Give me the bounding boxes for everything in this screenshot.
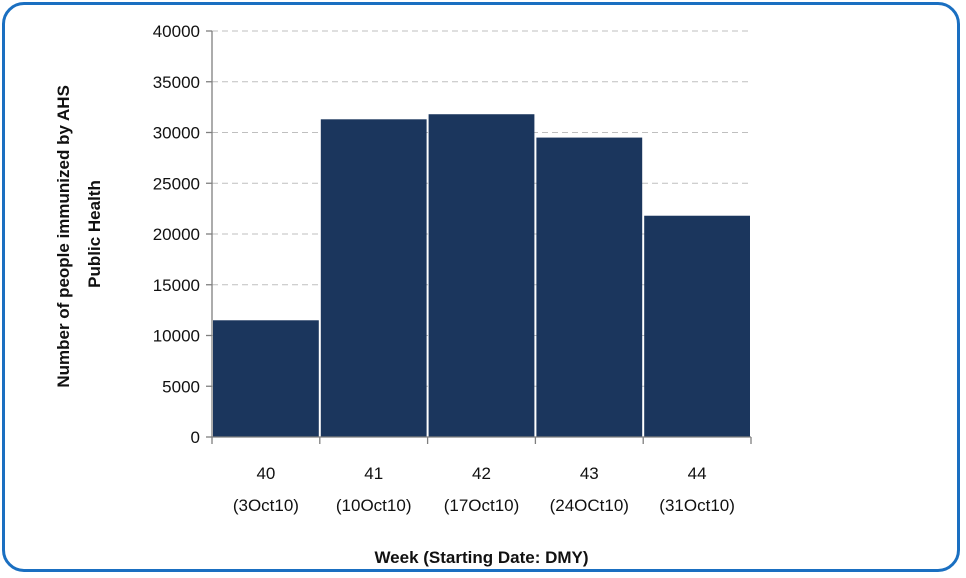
- y-tick-label: 35000: [153, 73, 200, 92]
- y-tick-label: 10000: [153, 327, 200, 346]
- bar-week-41: [320, 119, 427, 438]
- x-tick-label-week: 40: [256, 464, 275, 483]
- x-tick-label-date: (10Oct10): [336, 496, 412, 515]
- y-tick-label: 25000: [153, 174, 200, 193]
- y-axis-title-line-1: Number of people immunized by AHS: [54, 85, 73, 388]
- bars: [213, 114, 750, 438]
- y-tick-label: 30000: [153, 124, 200, 143]
- x-tick-label-date: (17Oct10): [444, 496, 520, 515]
- y-tick-labels: 0 5000 10000 15000 20000 25000 30000 35000 40000: [153, 22, 200, 447]
- y-tick-label: 20000: [153, 225, 200, 244]
- y-axis-title: Number of people immunized by AHS Public…: [54, 80, 104, 387]
- x-tick-label-date: (3Oct10): [233, 496, 299, 515]
- y-tick-label: 15000: [153, 276, 200, 295]
- x-tick-label-date: (31Oct10): [659, 496, 735, 515]
- x-tick-label-week: 42: [472, 464, 491, 483]
- x-axis-title: Week (Starting Date: DMY): [374, 548, 588, 567]
- bar-week-44: [644, 215, 750, 437]
- bar-week-42: [428, 114, 535, 437]
- y-tick-label: 0: [191, 428, 200, 447]
- bar-week-43: [536, 137, 643, 437]
- x-tick-labels: 40 (3Oct10) 41 (10Oct10) 42 (17Oct10) 43 (24OCt…: [233, 464, 735, 515]
- y-tick-label: 5000: [162, 377, 200, 396]
- x-tick-label-week: 44: [688, 464, 707, 483]
- x-tick-label-week: 41: [364, 464, 383, 483]
- y-axis-title-line-2: Public Health: [85, 180, 104, 288]
- bar-week-40: [213, 320, 319, 437]
- axes: [206, 30, 752, 444]
- x-tick-label-date: (24OCt10): [550, 496, 629, 515]
- y-tick-label: 40000: [153, 22, 200, 41]
- x-tick-label-week: 43: [580, 464, 599, 483]
